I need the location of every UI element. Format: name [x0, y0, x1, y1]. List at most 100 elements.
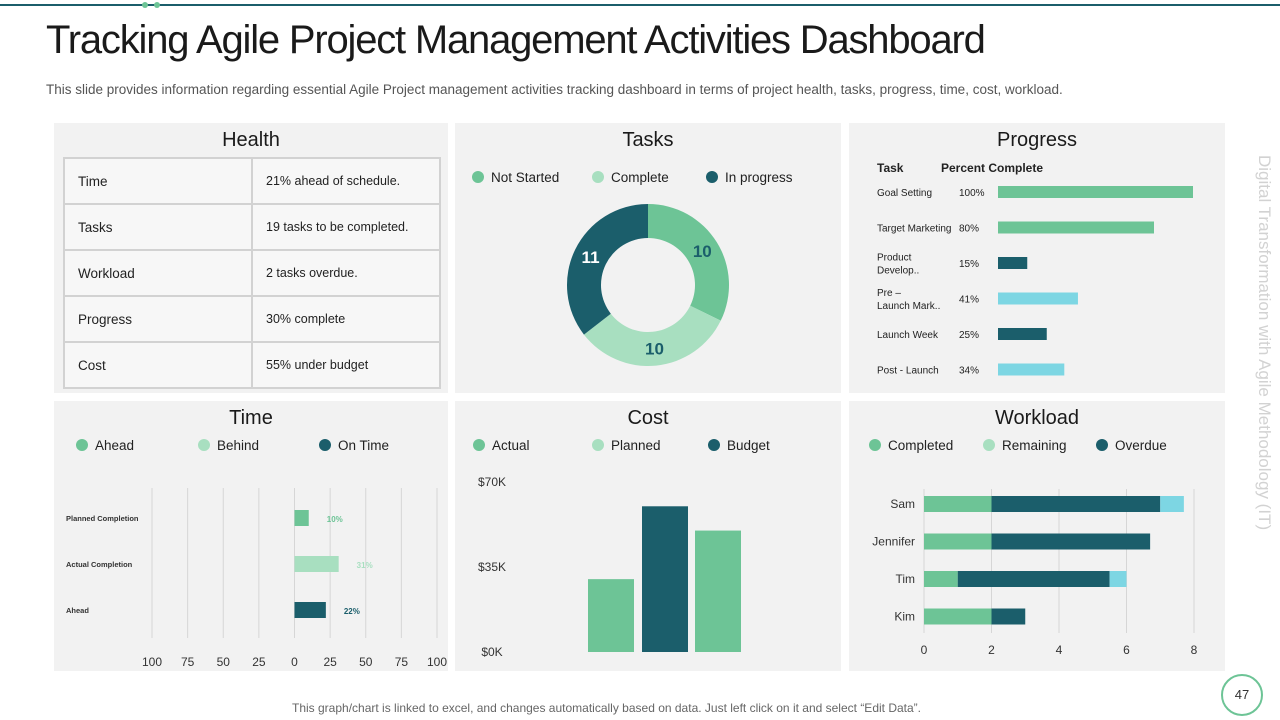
workload-bar-overdue: [991, 608, 1026, 625]
table-row: Progress 30% complete: [63, 295, 441, 343]
time-tick-label: 0: [291, 655, 298, 669]
workload-tick-label: 8: [1191, 643, 1198, 657]
cost-bar-budget: [642, 506, 688, 652]
legend-dot: [706, 171, 718, 183]
donut-value-label: 10: [693, 242, 712, 261]
legend-label: Not Started: [491, 170, 560, 185]
progress-pct-label: 100%: [959, 188, 985, 199]
workload-category-label: Jennifer: [872, 535, 915, 549]
time-bar: [294, 510, 309, 526]
progress-bar: [998, 221, 1154, 234]
donut-slice: [648, 204, 729, 321]
progress-task-name: Launch Week: [877, 330, 939, 341]
health-label: Tasks: [63, 203, 253, 251]
time-panel: Time Ahead Behind On Time 100 75 50 25 0 25 50…: [54, 401, 448, 671]
legend-dot: [983, 439, 995, 451]
cost-title: Cost: [627, 407, 669, 429]
legend-dot: [198, 439, 210, 451]
health-value: 19 tasks to be completed.: [251, 203, 441, 251]
progress-bar-chart: Task Percent Complete Goal Setting 100% Ta…: [877, 161, 1193, 377]
time-tick-label: 50: [217, 655, 231, 669]
legend-on-time: On Time: [319, 438, 389, 453]
time-tick-label: 75: [181, 655, 195, 669]
progress-pct-label: 34%: [959, 366, 979, 377]
progress-bar: [998, 363, 1065, 376]
top-divider-dot: [142, 2, 148, 8]
workload-bar-overdue: [957, 571, 1110, 587]
progress-task-name: Launch Mark..: [877, 301, 940, 312]
workload-bar-completed: [924, 533, 992, 550]
health-value: 55% under budget: [251, 341, 441, 389]
legend-label: Budget: [727, 438, 770, 453]
health-table: Time 21% ahead of schedule. Tasks 19 tasks…: [63, 157, 441, 389]
legend-label: Remaining: [1002, 438, 1067, 453]
vertical-deck-title: Digital Transformation with Agile Method…: [1254, 155, 1274, 545]
time-tick-label: 25: [323, 655, 337, 669]
workload-tick-label: 6: [1123, 643, 1130, 657]
time-bar: [294, 556, 339, 572]
progress-pct-label: 15%: [959, 259, 979, 270]
footer-note: This graph/chart is linked to excel, and…: [292, 701, 921, 715]
progress-task-name: Target Marketing: [877, 224, 951, 235]
workload-category-label: Kim: [894, 610, 915, 624]
health-label: Workload: [63, 249, 253, 297]
legend-label: Planned: [611, 438, 661, 453]
legend-overdue: Overdue: [1096, 438, 1167, 453]
time-tick-label: 25: [252, 655, 266, 669]
legend-dot: [869, 439, 881, 451]
donut-value-label: 10: [645, 340, 664, 359]
health-label: Progress: [63, 295, 253, 343]
legend-dot: [76, 439, 88, 451]
table-row: Workload 2 tasks overdue.: [63, 249, 441, 297]
legend-completed: Completed: [869, 438, 953, 453]
workload-bar-overdue: [991, 496, 1161, 512]
legend-label: Completed: [888, 438, 954, 453]
legend-dot: [473, 439, 485, 451]
legend-label: Actual: [492, 438, 530, 453]
page-subtitle: This slide provides information regardin…: [46, 82, 1063, 97]
time-tick-label: 75: [395, 655, 409, 669]
legend-ahead: Ahead: [76, 438, 134, 453]
legend-not-started: Not Started: [472, 170, 559, 185]
workload-panel: Workload Completed Remaining Overdue 0 2 4…: [849, 401, 1225, 671]
progress-task-name: Goal Setting: [877, 188, 932, 199]
legend-planned: Planned: [592, 438, 661, 453]
time-tick-label: 100: [142, 655, 162, 669]
legend-dot: [472, 171, 484, 183]
tasks-title: Tasks: [622, 129, 674, 151]
table-row: Time 21% ahead of schedule.: [63, 157, 441, 205]
legend-remaining: Remaining: [983, 438, 1067, 453]
cost-bar-planned: [695, 530, 741, 652]
workload-bar-completed: [924, 571, 958, 587]
workload-category-label: Sam: [890, 497, 915, 511]
progress-bar: [998, 292, 1078, 305]
health-value: 30% complete: [251, 295, 441, 343]
page-title: Tracking Agile Project Management Activi…: [46, 18, 986, 62]
tasks-panel: Tasks Not Started Complete In progress 1…: [455, 123, 841, 393]
legend-label: On Time: [338, 438, 390, 453]
progress-col-percent: Percent Complete: [941, 161, 1043, 175]
progress-panel: Progress Task Percent Complete Goal Sett…: [849, 123, 1225, 393]
cost-tick-label: $70K: [478, 475, 506, 489]
time-value-label: 31%: [357, 561, 373, 570]
workload-bar-overdue: [991, 533, 1151, 550]
tasks-donut-chart: 10 10 11: [567, 204, 729, 366]
legend-dot: [1096, 439, 1108, 451]
legend-dot: [592, 439, 604, 451]
time-bar: [294, 602, 326, 618]
time-title: Time: [229, 407, 273, 429]
workload-category-label: Tim: [895, 572, 915, 586]
time-tick-label: 50: [359, 655, 373, 669]
cost-tick-label: $35K: [478, 560, 506, 574]
legend-label: Complete: [611, 170, 669, 185]
progress-task-name: Post - Launch: [877, 366, 939, 377]
workload-tick-label: 4: [1056, 643, 1063, 657]
workload-bar-chart: 0 2 4 6 8 Sam Jennifer Tim Kim: [872, 489, 1198, 657]
time-category-label: Ahead: [66, 606, 89, 615]
progress-task-name: Product: [877, 253, 912, 264]
progress-bar: [998, 328, 1047, 340]
time-value-label: 10%: [327, 515, 343, 524]
time-tick-label: 100: [427, 655, 447, 669]
top-divider-line: [0, 4, 1280, 6]
progress-pct-label: 25%: [959, 330, 979, 341]
